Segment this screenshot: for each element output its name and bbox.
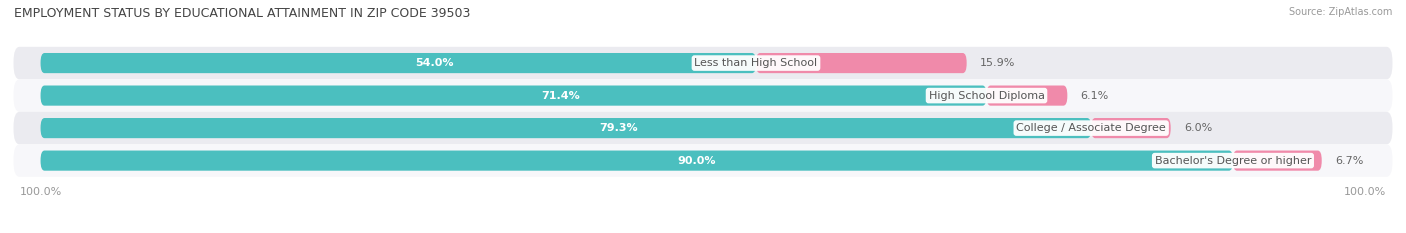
Text: Source: ZipAtlas.com: Source: ZipAtlas.com: [1288, 7, 1392, 17]
FancyBboxPatch shape: [756, 53, 967, 73]
FancyBboxPatch shape: [14, 112, 1392, 144]
Text: High School Diploma: High School Diploma: [928, 91, 1045, 101]
Text: 54.0%: 54.0%: [415, 58, 453, 68]
FancyBboxPatch shape: [41, 86, 987, 106]
Text: 15.9%: 15.9%: [980, 58, 1015, 68]
Text: EMPLOYMENT STATUS BY EDUCATIONAL ATTAINMENT IN ZIP CODE 39503: EMPLOYMENT STATUS BY EDUCATIONAL ATTAINM…: [14, 7, 471, 20]
Text: 6.1%: 6.1%: [1081, 91, 1109, 101]
FancyBboxPatch shape: [41, 118, 1091, 138]
FancyBboxPatch shape: [14, 79, 1392, 112]
FancyBboxPatch shape: [1233, 151, 1322, 171]
Text: 6.0%: 6.0%: [1184, 123, 1212, 133]
FancyBboxPatch shape: [14, 144, 1392, 177]
FancyBboxPatch shape: [987, 86, 1067, 106]
Text: Bachelor's Degree or higher: Bachelor's Degree or higher: [1154, 156, 1312, 166]
Text: 71.4%: 71.4%: [541, 91, 581, 101]
Text: Less than High School: Less than High School: [695, 58, 817, 68]
FancyBboxPatch shape: [41, 53, 756, 73]
Text: 90.0%: 90.0%: [678, 156, 716, 166]
FancyBboxPatch shape: [1091, 118, 1171, 138]
FancyBboxPatch shape: [41, 151, 1233, 171]
Text: College / Associate Degree: College / Associate Degree: [1017, 123, 1166, 133]
Text: 79.3%: 79.3%: [599, 123, 638, 133]
FancyBboxPatch shape: [14, 47, 1392, 79]
Text: 6.7%: 6.7%: [1334, 156, 1364, 166]
